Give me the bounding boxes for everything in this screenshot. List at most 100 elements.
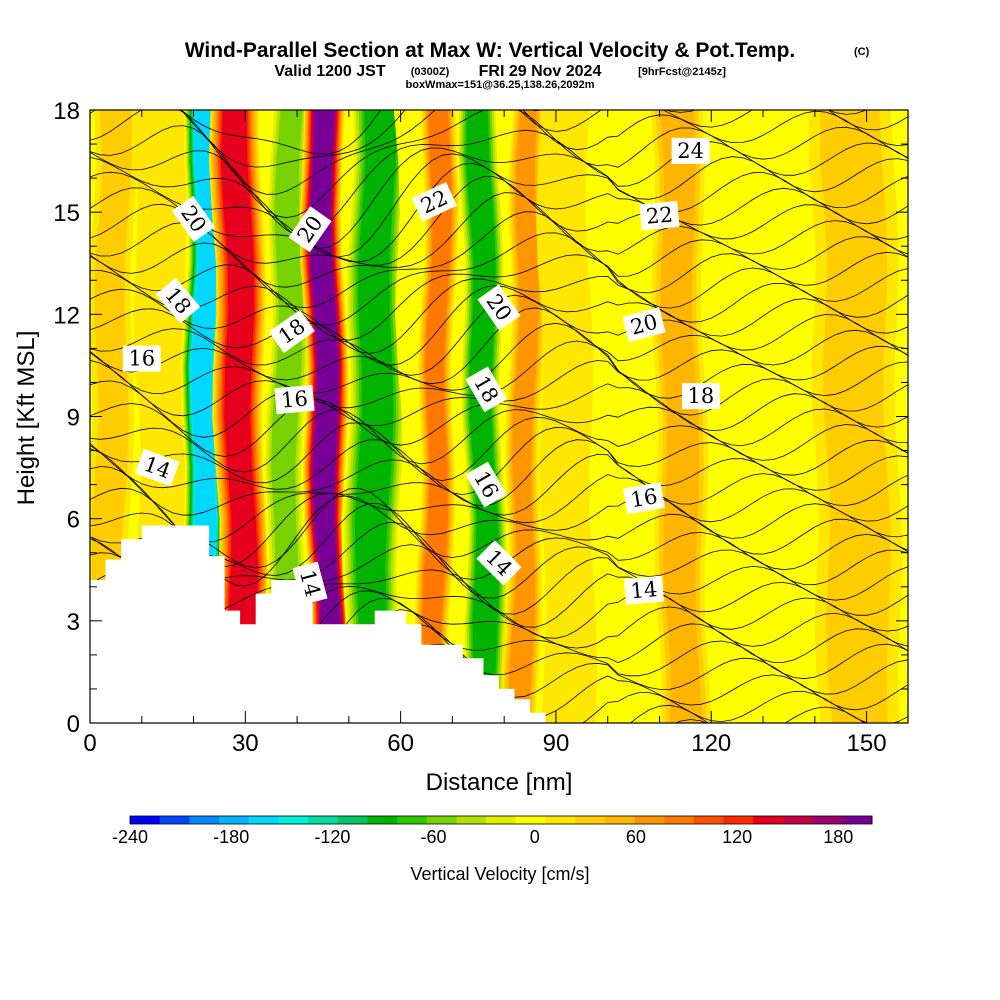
contour-label-box [292, 561, 328, 606]
colorbar-swatch [575, 816, 606, 824]
isentrope-line [90, 487, 908, 569]
contour-label: 16 [122, 345, 161, 372]
velocity-band [598, 110, 661, 723]
colorbar-tick-label: -180 [213, 827, 249, 847]
contour-label-text: 16 [280, 386, 309, 412]
colorbar-swatch [367, 816, 398, 824]
velocity-column [708, 110, 819, 723]
colorbar-swatch [159, 816, 190, 824]
contour-label: 14 [292, 561, 328, 606]
contour-label-box [477, 284, 521, 331]
isentrope-line [90, 153, 908, 258]
colorbar-tick-label: 0 [530, 827, 540, 847]
x-tick-label: 150 [847, 730, 887, 757]
contour-label-text: 16 [629, 484, 659, 512]
colorbar-tick-label: 60 [626, 827, 646, 847]
colorbar-tick-label: -120 [314, 827, 350, 847]
colorbar-swatch [130, 816, 161, 824]
colorbar-swatch [664, 816, 695, 824]
colorbar-swatch [782, 816, 814, 824]
colorbar-tick-label: 120 [722, 827, 752, 847]
colorbar-swatch [693, 816, 725, 824]
contour-label-box [134, 448, 180, 487]
velocity-column [808, 110, 903, 723]
valid-utc: (0300Z) [411, 66, 450, 78]
x-tick-label: 0 [83, 730, 96, 757]
contour-label-box [274, 384, 315, 415]
x-tick-label: 120 [691, 730, 731, 757]
velocity-column [208, 110, 270, 723]
valid-time: Valid 1200 JST [274, 63, 385, 80]
contour-label-text: 24 [677, 139, 704, 163]
contour-label-box [411, 182, 458, 222]
colorbar-tick-label: 180 [823, 827, 853, 847]
velocity-band [354, 110, 398, 723]
colorbar-swatch [812, 816, 843, 824]
y-tick-label: 9 [67, 405, 80, 432]
forecast-info: [9hrFcst@2145z] [638, 66, 726, 78]
terrain-mask [90, 525, 546, 723]
colorbar-swatch [248, 816, 279, 824]
contour-label-box [476, 540, 522, 586]
contour-label-box [155, 277, 201, 324]
isentrope-line [90, 232, 908, 326]
isentrope-line [90, 521, 908, 599]
valid-time-line: Valid 1200 JST (0300Z) FRI 29 Nov 2024 [… [274, 63, 726, 80]
colorbar-swatch [486, 816, 517, 824]
isentrope-line [90, 544, 908, 615]
isentrope-line [90, 176, 908, 266]
contour-label-box [288, 206, 332, 253]
velocity-column [536, 110, 598, 723]
colorbar-swatch [515, 816, 547, 824]
contour-label-box [671, 137, 710, 164]
isentrope-line [90, 211, 908, 309]
contour-label-box [623, 482, 665, 515]
colorbar-swatch [604, 816, 636, 824]
contour-label-text: 14 [630, 577, 659, 603]
isentrope-line [90, 192, 908, 288]
contour-label: 22 [639, 200, 680, 231]
isentrope-line [90, 110, 908, 195]
x-tick-label: 60 [387, 730, 414, 757]
contour-label-box [122, 345, 161, 372]
velocity-band [820, 110, 891, 723]
colorbar-swatch [278, 816, 309, 824]
colorbar-swatch [456, 816, 487, 824]
isentrope-line [90, 322, 908, 394]
contour-label: 16 [623, 482, 665, 515]
colorbar-swatch [545, 816, 576, 824]
contour-label-box [623, 575, 665, 605]
y-tick-label: 0 [67, 711, 80, 738]
isentrope-line [90, 426, 908, 496]
contour-label-box [639, 200, 680, 231]
box-wmax-info: boxWmax=151@36.25,138.26,2092m [406, 79, 595, 91]
contour-label: 18 [681, 383, 720, 410]
contour-label-box [268, 309, 315, 353]
x-tick-label: 30 [232, 730, 259, 757]
x-tick-label: 90 [543, 730, 570, 757]
colorbar-label: Vertical Velocity [cm/s] [410, 864, 589, 884]
contour-label: 20 [622, 307, 666, 343]
y-tick-label: 6 [67, 507, 80, 534]
contour-label-box [465, 461, 507, 508]
contour-label: 16 [274, 384, 315, 415]
colorbar: -240 -180 -120 -60 0 60 120 180 [112, 815, 873, 847]
isentrope-line [180, 110, 868, 155]
isentrope-line [90, 406, 908, 473]
y-tick-label: 18 [53, 98, 80, 125]
valid-date: FRI 29 Nov 2024 [479, 63, 602, 80]
colorbar-tick-label: -60 [420, 827, 446, 847]
isentrope-line [90, 147, 908, 249]
isentrope-line [90, 383, 908, 457]
y-tick-label: 12 [53, 302, 80, 329]
contour-label-box [465, 366, 507, 413]
chart-title: Wind-Parallel Section at Max W: Vertical… [185, 39, 796, 62]
isentrope-line [90, 275, 908, 354]
isentrope-line [90, 495, 908, 587]
colorbar-swatch [723, 816, 754, 824]
copyright-mark: (C) [854, 46, 870, 58]
colorbar-swatch [189, 816, 220, 824]
